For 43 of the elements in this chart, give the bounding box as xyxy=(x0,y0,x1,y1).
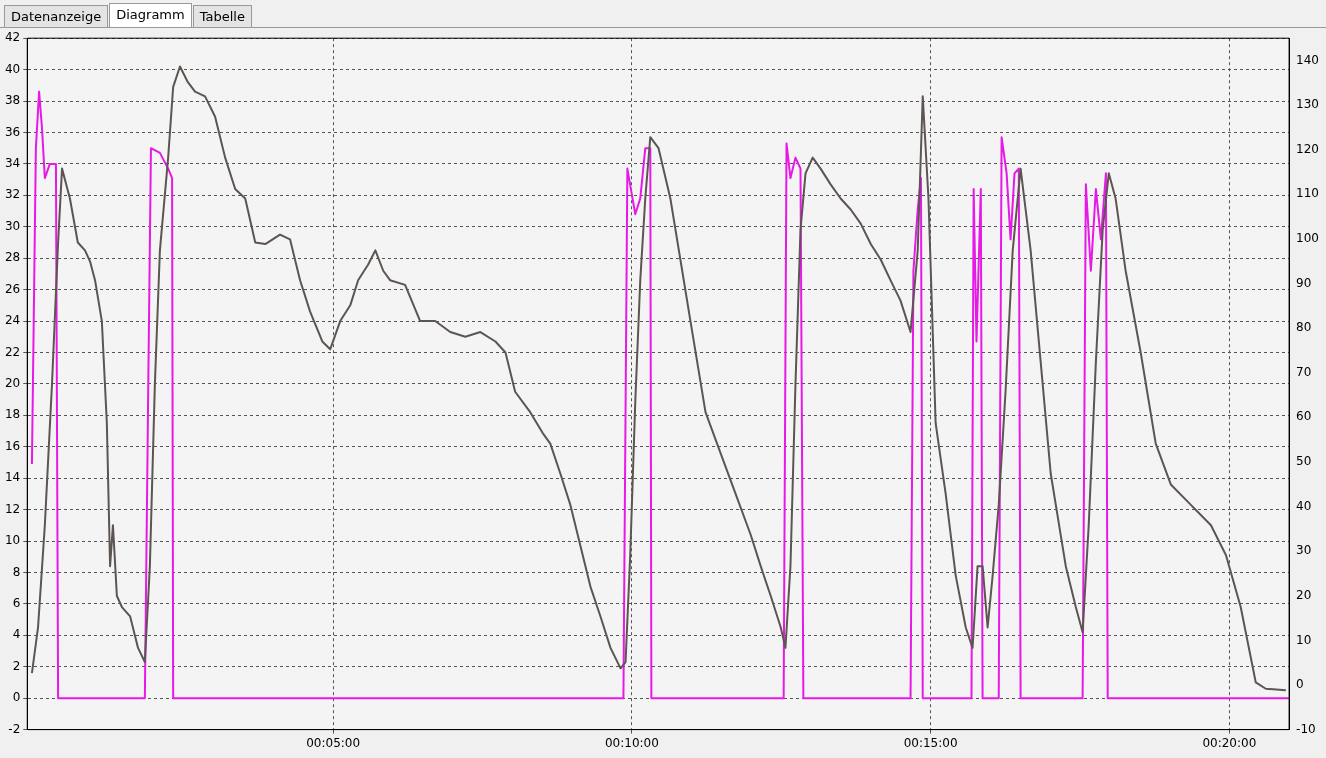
y2-tick-label: 110 xyxy=(1296,186,1319,201)
y2-tick-label: 20 xyxy=(1296,587,1312,602)
y-tick-label: 6 xyxy=(12,596,21,611)
y-tick-label: 16 xyxy=(4,438,21,453)
y2-tick-label: 60 xyxy=(1296,409,1312,424)
y-tick-label: 32 xyxy=(4,187,21,202)
x-tick-label: 00:05:00 xyxy=(306,735,361,750)
y2-tick-label: -10 xyxy=(1296,721,1316,736)
x-tick-label: 00:20:00 xyxy=(1202,735,1257,750)
y2-tick-label: 130 xyxy=(1296,97,1319,112)
y-tick-label: 0 xyxy=(12,690,21,705)
y2-tick-label: 10 xyxy=(1296,632,1312,647)
y2-tick-label: 50 xyxy=(1296,454,1312,469)
y-tick-label: 38 xyxy=(4,93,21,108)
y-tick-label: 14 xyxy=(4,470,21,485)
y-tick-label: 30 xyxy=(4,218,21,233)
y-tick-label: 20 xyxy=(4,376,21,391)
x-tick-label: 00:15:00 xyxy=(903,735,958,750)
y-tick-label: 22 xyxy=(4,344,21,359)
y-tick-label: 34 xyxy=(4,156,21,171)
y-tick-label: 10 xyxy=(4,533,21,548)
x-tick-label: 00:10:00 xyxy=(604,735,659,750)
y-tick-label: 36 xyxy=(4,124,21,139)
y-tick-label: 24 xyxy=(4,313,21,328)
y-tick-label: 42 xyxy=(4,30,21,45)
y-tick-label: 18 xyxy=(4,407,21,422)
y2-tick-label: 120 xyxy=(1296,141,1319,156)
y-tick-label: 12 xyxy=(4,501,21,516)
y2-tick-label: 90 xyxy=(1296,275,1312,290)
y2-tick-label: 70 xyxy=(1296,364,1312,379)
y-tick-label: 2 xyxy=(12,658,21,673)
y2-tick-label: 100 xyxy=(1296,231,1319,246)
y-tick-label: 26 xyxy=(4,281,21,296)
y-tick-label: 28 xyxy=(4,250,21,265)
y-tick-label: 4 xyxy=(12,627,21,642)
y2-tick-label: 40 xyxy=(1296,498,1312,513)
y2-tick-label: 140 xyxy=(1296,52,1319,67)
y-tick-label: 8 xyxy=(12,564,21,579)
y2-tick-label: 0 xyxy=(1296,677,1304,692)
y-tick-label: -2 xyxy=(8,721,21,736)
y-tick-label: 40 xyxy=(4,61,21,76)
y2-tick-label: 30 xyxy=(1296,543,1312,558)
y2-tick-label: 80 xyxy=(1296,320,1312,335)
